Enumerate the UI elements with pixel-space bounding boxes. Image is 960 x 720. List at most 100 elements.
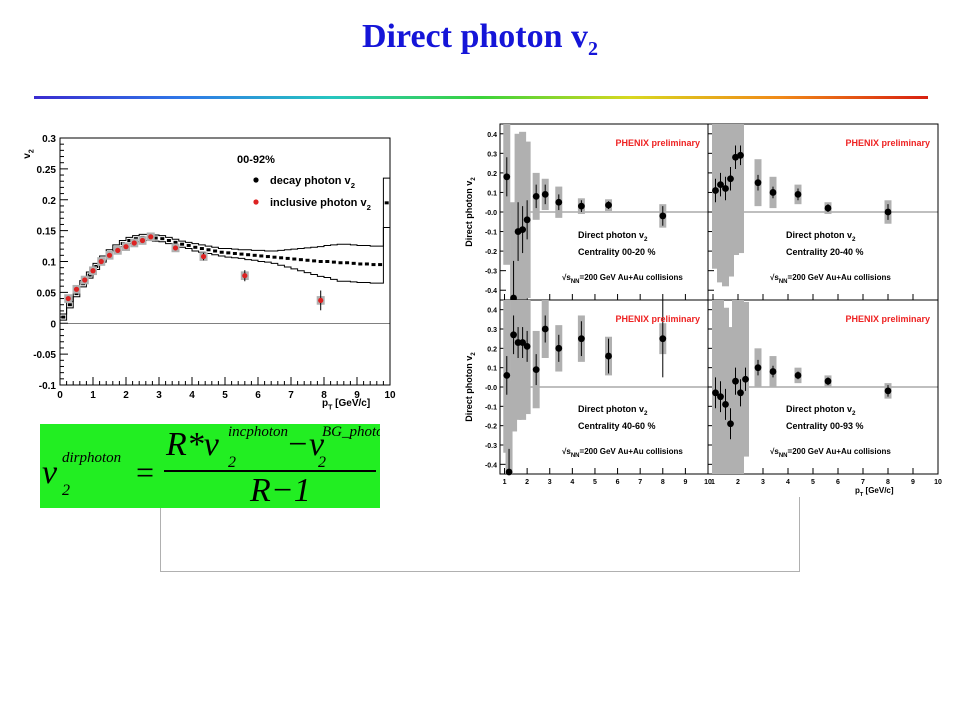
data-point (532, 366, 540, 373)
x-tick-label: 6 (616, 479, 620, 486)
connector-right (799, 497, 800, 572)
panel-centrality: Centrality 20-40 % (786, 247, 864, 257)
decay-point (206, 248, 211, 252)
y-tick-label: 0.2 (487, 346, 497, 353)
data-point (742, 375, 749, 383)
sys-band (510, 202, 518, 300)
panel-title: Direct photon v2 (786, 404, 856, 417)
panel-centrality: Centrality 00-93 % (786, 421, 864, 431)
decay-point (331, 260, 336, 264)
panel-collision: √sNN=200 GeV Au+Au collisions (770, 447, 891, 459)
y-tick-label: -0.3 (485, 443, 497, 450)
data-point (754, 179, 762, 187)
data-point (794, 191, 802, 198)
formula-equals: = (136, 454, 155, 490)
x-tick-label: 2 (525, 479, 529, 486)
decay-point (199, 247, 204, 251)
data-point (519, 226, 527, 233)
formula-fraction-bar (164, 470, 376, 472)
x-tick-label: 3 (548, 479, 552, 486)
y-axis-label: v2 (22, 149, 36, 159)
data-point (605, 352, 612, 360)
sys-band (737, 124, 744, 254)
decay-point (351, 261, 356, 265)
y-tick-label: -0.2 (485, 424, 497, 431)
y-tick-label: -0.2 (485, 249, 497, 256)
inclusive-point (172, 245, 179, 251)
decay-point (226, 251, 231, 255)
x-tick-label: 6 (836, 479, 840, 486)
data-point (884, 387, 892, 395)
data-point (519, 339, 527, 346)
y-tick-label: 0.15 (37, 227, 57, 238)
decay-point (67, 303, 72, 307)
x-tick-label: 7 (638, 479, 642, 486)
y-tick-label: 0.3 (487, 327, 497, 334)
y-tick-label: -0.4 (485, 462, 497, 469)
inclusive-point (90, 268, 96, 274)
decay-point (378, 263, 383, 267)
inclusive-point (123, 244, 129, 250)
y-tick-label: 0.05 (37, 288, 57, 299)
data-point (722, 401, 729, 408)
connector-bottom (160, 571, 800, 572)
x-tick-label: 8 (661, 479, 665, 486)
legend-decay-label: decay photon v2 (270, 175, 355, 190)
data-point (577, 202, 585, 210)
decay-point (312, 259, 317, 263)
decay-point (259, 254, 264, 258)
phenix-preliminary-label: PHENIX preliminary (845, 138, 930, 148)
x-tick-label: 0 (57, 390, 63, 401)
y-tick-label: 0.1 (42, 258, 56, 269)
inclusive-point (73, 286, 80, 292)
y-tick-label: 0 (50, 319, 56, 330)
data-point (712, 389, 719, 397)
data-point (712, 187, 719, 194)
x-tick-label: 5 (593, 479, 597, 486)
y-tick-label: 0.4 (487, 132, 497, 139)
x-tick-label: 10 (934, 479, 942, 486)
data-point (727, 175, 734, 183)
inclusive-decay-v2-chart: -0.1 -0.05 0 0.05 0.1 0.15 0.2 0.25 0.3 0 1 2 3 4 5 6 7 8… (22, 134, 396, 412)
data-point (727, 420, 734, 428)
data-point (532, 192, 540, 200)
sys-band (727, 124, 734, 277)
y-tick-label: 0.25 (37, 165, 57, 176)
data-point (824, 377, 832, 385)
x-tick-label: 9 (683, 479, 687, 486)
inclusive-point (115, 247, 121, 253)
data-point (523, 216, 531, 224)
sys-band (510, 300, 518, 432)
formula-num-sub2: 2 (318, 454, 326, 471)
decay-point (358, 262, 363, 266)
decay-point (160, 237, 165, 241)
data-point (605, 201, 612, 209)
panel-title: Direct photon v2 (578, 404, 648, 417)
decay-point (213, 249, 218, 253)
phenix-preliminary-label: PHENIX preliminary (845, 314, 930, 324)
y-tick-label: -0.0 (485, 385, 497, 392)
sys-band (505, 381, 513, 474)
decay-point (384, 201, 389, 205)
formula-num-sup2: BG_photon (322, 424, 380, 440)
decay-point (325, 260, 330, 263)
data-point (824, 204, 832, 212)
decay-point (61, 315, 66, 319)
sys-band (732, 124, 739, 256)
data-point (884, 208, 892, 216)
panel-centrality: Centrality 00-20 % (578, 247, 656, 257)
data-point (503, 372, 511, 379)
x-tick-label: 1 (90, 390, 96, 401)
decay-point (232, 251, 237, 255)
decay-point (265, 255, 270, 259)
formula-num-sup1: incphoton (228, 424, 288, 440)
inclusive-point (131, 240, 137, 246)
x-tick-label: 3 (761, 479, 765, 486)
data-point (769, 189, 777, 196)
legend-inclusive-marker (253, 199, 259, 205)
data-point (555, 344, 563, 352)
legend-title: 00-92% (237, 154, 275, 166)
x-tick-label: 6 (255, 390, 261, 401)
data-point (523, 343, 531, 350)
y-tick-label: 0.3 (487, 151, 497, 158)
